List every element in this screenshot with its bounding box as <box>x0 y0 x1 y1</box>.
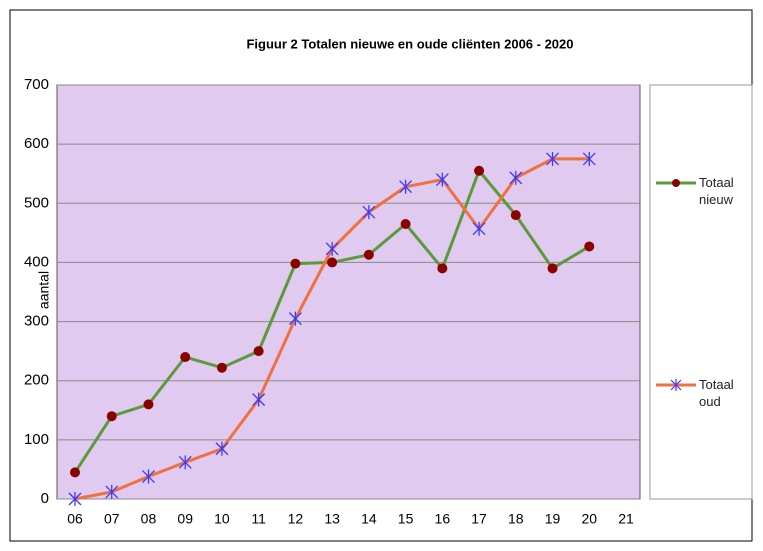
x-tick-label: 20 <box>581 511 597 527</box>
point-marker <box>143 399 154 410</box>
legend-box <box>649 84 753 500</box>
y-tick-label: 200 <box>24 372 49 389</box>
x-tick-label: 11 <box>251 511 266 527</box>
y-axis-label: aantal <box>36 271 52 309</box>
point-marker <box>142 469 155 484</box>
point-marker <box>180 352 191 363</box>
x-tick-label: 12 <box>288 511 304 527</box>
legend-label: Totaal oud <box>699 377 734 409</box>
y-tick-label: 0 <box>41 490 49 507</box>
point-marker <box>509 170 523 185</box>
legend-marker <box>672 179 680 187</box>
point-marker <box>290 258 301 269</box>
x-tick-label: 06 <box>67 511 83 527</box>
x-tick-label: 17 <box>471 511 487 527</box>
point-marker <box>584 241 595 252</box>
point-marker <box>547 263 558 274</box>
point-marker <box>70 467 80 478</box>
point-marker <box>105 484 119 499</box>
point-marker <box>252 392 266 407</box>
y-tick-label: 400 <box>24 253 49 270</box>
point-marker <box>362 205 376 220</box>
point-marker <box>399 179 413 194</box>
x-tick-label: 09 <box>177 511 193 527</box>
point-marker <box>400 218 411 229</box>
x-tick-label: 19 <box>545 511 561 527</box>
x-tick-label: 07 <box>104 511 120 527</box>
point-marker <box>327 257 338 268</box>
point-marker <box>178 455 192 470</box>
point-marker <box>510 210 521 221</box>
plot-area <box>56 84 641 500</box>
point-marker <box>106 411 117 422</box>
point-marker <box>472 221 486 236</box>
y-tick-label: 100 <box>24 431 49 448</box>
x-tick-label: 10 <box>214 511 230 527</box>
point-marker <box>288 311 302 326</box>
point-marker <box>216 362 227 373</box>
y-tick-label: 700 <box>24 76 49 93</box>
x-tick-label: 13 <box>324 511 340 527</box>
x-tick-label: 08 <box>141 511 157 527</box>
x-tick-label: 15 <box>398 511 414 527</box>
chart-title: Figuur 2 Totalen nieuwe en oude cliënten… <box>246 36 573 51</box>
point-marker <box>253 346 264 357</box>
point-marker <box>546 151 559 166</box>
y-tick-label: 300 <box>24 313 49 330</box>
x-tick-label: 16 <box>435 511 451 527</box>
point-marker <box>435 172 449 187</box>
y-tick-label: 600 <box>24 135 49 152</box>
point-marker <box>437 263 448 274</box>
point-marker <box>582 151 596 166</box>
point-marker <box>363 249 374 260</box>
x-tick-label: 18 <box>508 511 524 527</box>
point-marker <box>215 441 229 456</box>
point-marker <box>68 492 82 506</box>
x-tick-label: 14 <box>361 511 377 527</box>
y-tick-label: 500 <box>24 194 49 211</box>
point-marker <box>325 241 339 256</box>
x-tick-label: 21 <box>618 511 634 527</box>
point-marker <box>474 165 485 176</box>
legend-label: Totaal nieuw <box>699 175 734 207</box>
